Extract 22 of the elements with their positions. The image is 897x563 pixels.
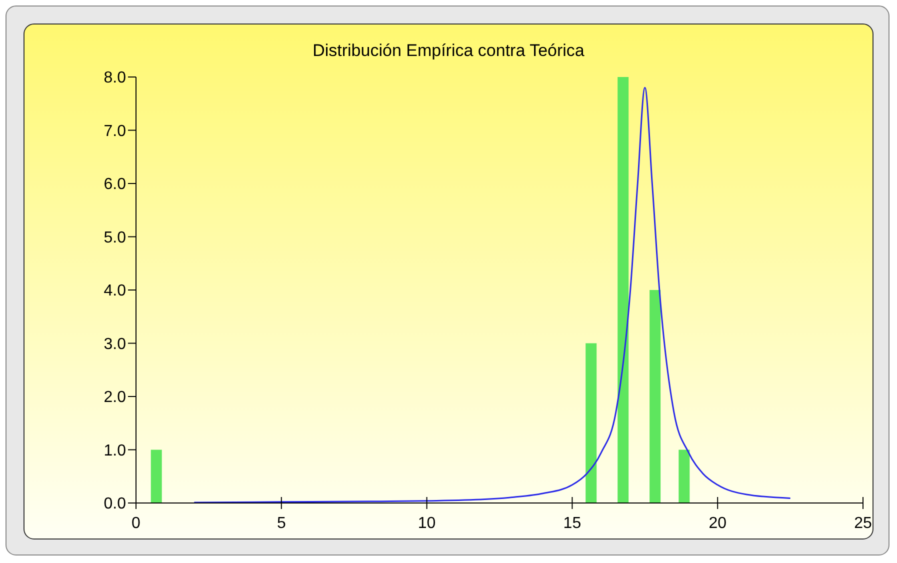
bar bbox=[650, 290, 661, 503]
chart-title: Distribución Empírica contra Teórica bbox=[312, 41, 585, 60]
x-tick-label: 25 bbox=[854, 515, 872, 532]
line-series bbox=[193, 86, 792, 504]
y-tick-label: 2.0 bbox=[104, 389, 126, 406]
bar bbox=[678, 450, 690, 503]
y-tick-label: 0.0 bbox=[104, 496, 126, 513]
x-tick-label: 20 bbox=[708, 515, 727, 532]
y-tick-label: 7.0 bbox=[104, 122, 126, 140]
bar bbox=[586, 343, 597, 503]
y-tick-label: 5.0 bbox=[104, 229, 126, 246]
y-tick-label: 6.0 bbox=[104, 176, 126, 194]
y-tick-label: 8.0 bbox=[104, 70, 126, 87]
y-tick-label: 3.0 bbox=[104, 336, 126, 353]
x-tick-label: 15 bbox=[563, 515, 582, 532]
y-tick-label: 1.0 bbox=[104, 442, 126, 460]
x-tick-label: 10 bbox=[418, 515, 436, 532]
y-tick-label: 4.0 bbox=[104, 282, 126, 300]
x-tick-label: 0 bbox=[132, 515, 141, 532]
bar bbox=[150, 450, 162, 503]
x-tick-label: 5 bbox=[276, 515, 286, 532]
bar bbox=[618, 77, 629, 503]
